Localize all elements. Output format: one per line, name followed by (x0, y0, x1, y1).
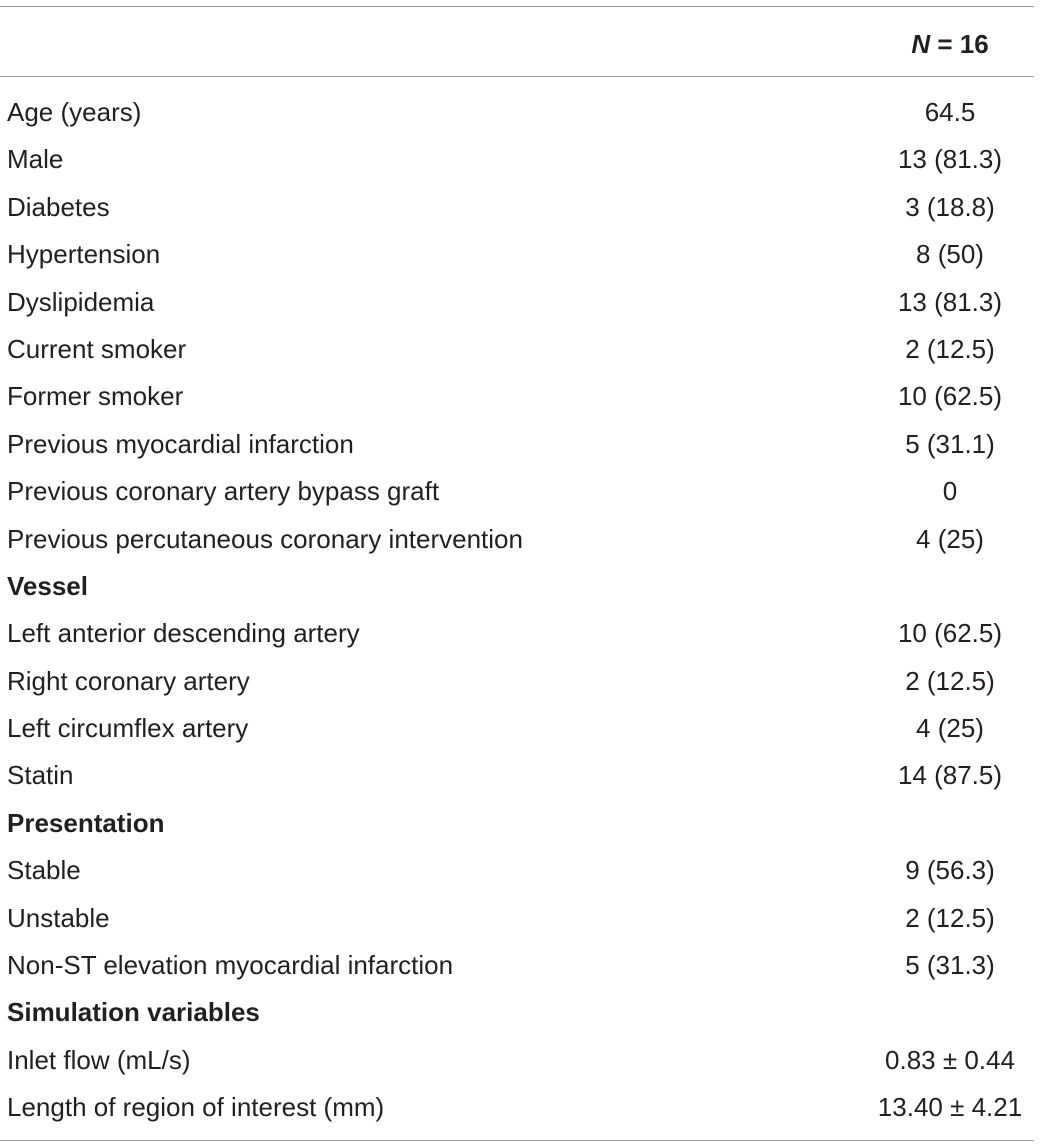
section-label: Vessel (7, 570, 88, 601)
row-value: 0.83 ± 0.44 (885, 1044, 1015, 1075)
section-label: Simulation variables (7, 997, 260, 1028)
header-rule (0, 76, 1034, 77)
row-label: Current smoker (7, 333, 187, 364)
top-rule (0, 6, 1034, 7)
table-row: Left circumflex artery 4 (25) (0, 705, 1034, 752)
table-row: Stable 9 (56.3) (0, 847, 1034, 894)
table-row: Hypertension 8 (50) (0, 231, 1034, 278)
row-value: 2 (12.5) (905, 333, 995, 364)
table-header: N = 16 (0, 7, 1034, 76)
row-label: Left anterior descending artery (7, 618, 360, 649)
row-label: Right coronary artery (7, 665, 250, 696)
row-label: Former smoker (7, 381, 184, 412)
row-label: Dyslipidemia (7, 286, 155, 317)
bottom-rule (0, 1140, 1034, 1141)
row-value: 13 (81.3) (897, 286, 1003, 317)
section-header-row: Vessel (0, 563, 1034, 610)
row-label: Previous coronary artery bypass graft (7, 476, 440, 507)
row-value: 2 (12.5) (905, 902, 995, 933)
row-value: 4 (25) (916, 523, 984, 554)
row-label: Hypertension (7, 239, 161, 270)
row-value: 5 (31.3) (905, 950, 995, 981)
row-value: 4 (25) (916, 713, 984, 744)
row-label: Male (7, 144, 64, 175)
row-value: 64.5 (924, 97, 976, 127)
row-label: Non-ST elevation myocardial infarction (7, 950, 454, 981)
row-value: 10 (62.5) (897, 381, 1003, 412)
table-row: Former smoker 10 (62.5) (0, 373, 1034, 420)
table-row: Right coronary artery 2 (12.5) (0, 658, 1034, 705)
row-label: Age (years) (7, 97, 142, 127)
row-value: 9 (56.3) (905, 855, 995, 886)
row-label: Left circumflex artery (7, 713, 249, 744)
row-value: 2 (12.5) (905, 665, 995, 696)
row-value: 3 (18.8) (905, 191, 995, 222)
row-value: 10 (62.5) (897, 618, 1003, 649)
row-value: 14 (87.5) (897, 760, 1003, 791)
table-row: Diabetes 3 (18.8) (0, 184, 1034, 231)
sample-size-header: N = 16 (870, 29, 1030, 59)
row-label: Unstable (7, 902, 110, 933)
table-row: Previous coronary artery bypass graft 0 (0, 468, 1034, 515)
table-row: Unstable 2 (12.5) (0, 895, 1034, 942)
table-row: Previous myocardial infarction 5 (31.1) (0, 421, 1034, 468)
row-value: 0 (942, 476, 958, 507)
row-label: Diabetes (7, 191, 110, 222)
table-row: Statin 14 (87.5) (0, 752, 1034, 799)
table-row: Left anterior descending artery 10 (62.5) (0, 610, 1034, 657)
row-value: 8 (50) (916, 239, 984, 270)
section-header-row: Simulation variables (0, 989, 1034, 1036)
row-value: 13 (81.3) (897, 144, 1003, 175)
row-label: Length of region of interest (mm) (7, 1092, 385, 1123)
row-label: Previous percutaneous coronary intervent… (7, 523, 523, 554)
table-row: Non-ST elevation myocardial infarction 5 … (0, 942, 1034, 989)
section-label: Presentation (7, 807, 165, 838)
row-label: Previous myocardial infarction (7, 428, 354, 459)
row-value: 13.40 ± 4.21 (877, 1092, 1023, 1123)
n-value: = 16 (930, 29, 989, 59)
table-row: Inlet flow (mL/s) 0.83 ± 0.44 (0, 1037, 1034, 1084)
row-label: Inlet flow (mL/s) (7, 1044, 191, 1075)
row-label: Stable (7, 855, 81, 886)
table-row: Current smoker 2 (12.5) (0, 326, 1034, 373)
table-row: Length of region of interest (mm) 13.40 ±… (0, 1084, 1034, 1131)
table-body: Age (years) 64.5 Male 13 (81.3) Diabetes 3 (1… (0, 89, 1034, 1132)
row-value: 5 (31.1) (905, 428, 995, 459)
row-label: Statin (7, 760, 74, 791)
section-header-row: Presentation (0, 800, 1034, 847)
table-row: Previous percutaneous coronary intervent… (0, 516, 1034, 563)
table-row: Age (years) 64.5 (0, 89, 1034, 136)
table-row: Male 13 (81.3) (0, 136, 1034, 183)
table-row: Dyslipidemia 13 (81.3) (0, 279, 1034, 326)
n-symbol: N (911, 29, 931, 59)
